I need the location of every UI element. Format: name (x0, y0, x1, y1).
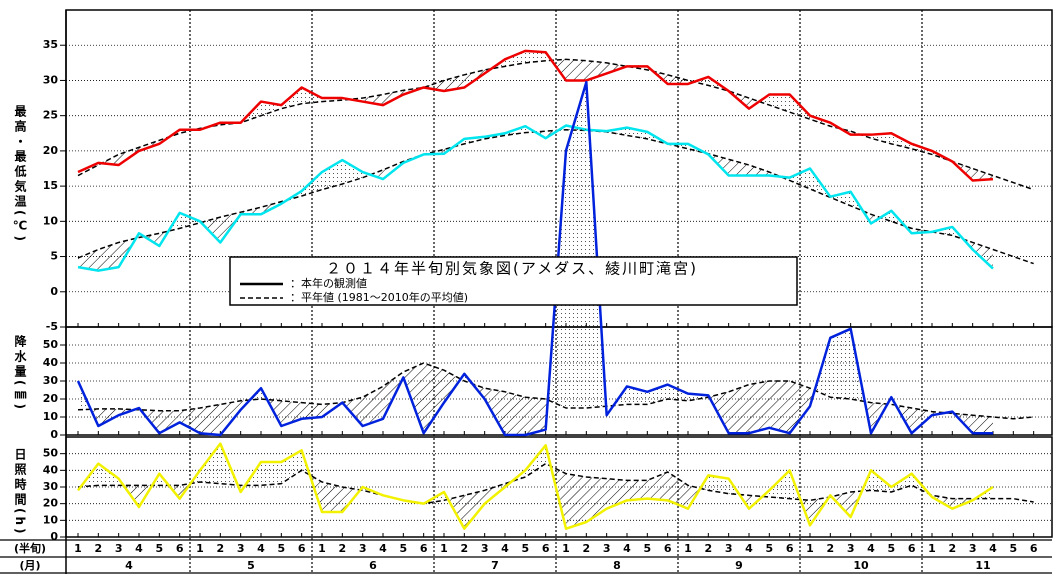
y-tick-label: 30 (43, 374, 59, 387)
month-label: 7 (491, 559, 499, 572)
pentad-label: 2 (460, 542, 468, 555)
y-tick-label: 40 (43, 463, 59, 476)
pentad-label: 3 (481, 542, 489, 555)
pentad-label: 3 (969, 542, 977, 555)
pentad-label: 1 (684, 542, 692, 555)
month-label: 6 (369, 559, 377, 572)
y-tick-label: 0 (50, 530, 58, 543)
pentad-label: 4 (257, 542, 265, 555)
month-label: 8 (613, 559, 621, 572)
normal-line (77, 362, 1034, 420)
y-tick-label: 0 (50, 428, 58, 441)
pentad-label: 4 (501, 542, 509, 555)
observed-line (77, 49, 994, 182)
pentad-label: 1 (440, 542, 448, 555)
y-tick-label: -5 (46, 320, 58, 333)
month-label: 10 (853, 559, 869, 572)
observed-line (77, 124, 994, 272)
pentad-label: 4 (135, 542, 143, 555)
pentad-label: 5 (643, 542, 651, 555)
y-axis-label: 最高・最低気温(℃) (13, 105, 27, 244)
legend-entry: ：平年値 (1981～2010年の平均値) (290, 290, 468, 304)
pentad-label: 4 (379, 542, 387, 555)
pentad-label: 5 (399, 542, 407, 555)
y-tick-label: 30 (43, 480, 59, 493)
pentad-label: 5 (765, 542, 773, 555)
y-tick-label: 30 (43, 73, 59, 86)
pentad-label: 6 (908, 542, 916, 555)
pentad-label: 5 (521, 542, 529, 555)
pentad-label: 6 (298, 542, 306, 555)
y-tick-label: 40 (43, 356, 59, 369)
pentad-label: 6 (1030, 542, 1038, 555)
pentad-label: 1 (74, 542, 82, 555)
y-tick-label: 5 (50, 250, 58, 263)
month-label: 11 (975, 559, 990, 572)
legend-title: ２０１４年半旬別気象図(アメダス、綾川町滝宮) (326, 260, 698, 278)
month-label: 9 (735, 559, 743, 572)
pentad-label: 4 (867, 542, 875, 555)
y-tick-label: 20 (43, 144, 59, 157)
legend: ２０１４年半旬別気象図(アメダス、綾川町滝宮) ：本年の観測値 ：平年値 (19… (229, 256, 798, 306)
y-tick-label: 50 (43, 447, 59, 460)
pentad-label: 1 (562, 542, 570, 555)
normal-line (77, 462, 1034, 505)
legend-entry: ：本年の観測値 (290, 276, 367, 290)
pentad-label: 6 (664, 542, 672, 555)
pentad-label: 6 (542, 542, 550, 555)
pentad-label: 4 (623, 542, 631, 555)
y-tick-label: 15 (43, 179, 58, 192)
pentad-label: 5 (278, 542, 286, 555)
y-tick-label: 20 (43, 392, 59, 405)
pentad-label: 2 (826, 542, 834, 555)
pentad-label: 3 (359, 542, 367, 555)
pentad-label: 6 (786, 542, 794, 555)
pentad-label: 1 (806, 542, 814, 555)
observed-line (76, 80, 993, 437)
pentad-label: 5 (887, 542, 895, 555)
pentad-label: 6 (420, 542, 428, 555)
pentad-label: 2 (582, 542, 590, 555)
pentad-label: 3 (237, 542, 245, 555)
above-normal-fill (78, 443, 993, 504)
legend-box (229, 256, 798, 306)
y-tick-label: 10 (43, 410, 59, 423)
observed-line (77, 442, 994, 530)
y-tick-label: 50 (43, 338, 59, 351)
pentad-label: 4 (989, 542, 997, 555)
y-axis-label: 日照時間(h) (13, 448, 27, 537)
pentad-label: 1 (928, 542, 936, 555)
pentad-label: 4 (745, 542, 753, 555)
y-tick-label: 35 (43, 38, 58, 51)
pentad-label: 3 (847, 542, 855, 555)
pentad-label: 3 (603, 542, 611, 555)
pentad-label: 2 (339, 542, 347, 555)
pentad-label: 1 (318, 542, 326, 555)
pentad-label: 5 (1009, 542, 1017, 555)
month-axis-label: (月) (19, 559, 40, 572)
pentad-label: 2 (217, 542, 225, 555)
y-tick-label: 10 (43, 214, 59, 227)
pentad-label: 3 (115, 542, 123, 555)
pentad-label: 2 (704, 542, 712, 555)
y-tick-label: 10 (43, 513, 59, 526)
pentad-label: 6 (176, 542, 184, 555)
pentad-label: 2 (948, 542, 956, 555)
month-label: 5 (247, 559, 255, 572)
y-tick-label: 20 (43, 497, 59, 510)
pentad-label: 3 (725, 542, 733, 555)
y-tick-label: 0 (50, 285, 58, 298)
month-label: 4 (125, 559, 133, 572)
y-axis-label: 降水量(㎜) (13, 335, 27, 412)
pentad-label: 2 (95, 542, 103, 555)
y-tick-label: 25 (43, 109, 58, 122)
pentad-label: 5 (156, 542, 164, 555)
pentad-axis-label: (半旬) (14, 541, 46, 555)
pentad-label: 1 (196, 542, 204, 555)
